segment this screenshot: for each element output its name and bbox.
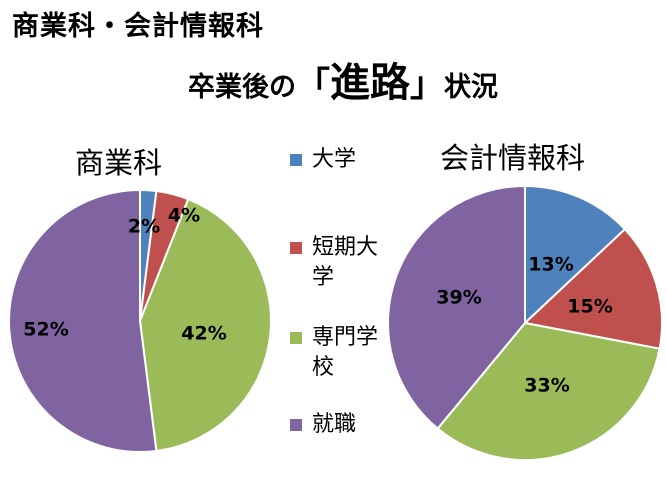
legend-label-shushoku: 就職 <box>312 412 357 437</box>
legend-label-senmon-gakko: 専門学校 <box>312 325 379 380</box>
legend-swatch-shushoku <box>290 419 302 431</box>
sub-title: 卒業後の「進路」状況 <box>188 50 498 108</box>
data-label-shogyo-tanki-daigaku: 4% <box>168 205 200 227</box>
data-label-kaikei-senmon-gakko: 33% <box>524 375 569 397</box>
pie-slice-kaikei-tanki-daigaku <box>522 227 663 350</box>
data-label-kaikei-shushoku: 39% <box>436 287 481 309</box>
data-label-shogyo-shushoku: 52% <box>23 319 68 341</box>
data-label-kaikei-tanki-daigaku: 15% <box>567 296 612 318</box>
pie-slice-kaikei-senmon-gakko <box>436 321 661 461</box>
pie-slice-kaikei-shushoku <box>387 184 526 430</box>
close-bracket: 」 <box>410 65 444 105</box>
legend-label-daigaku: 大学 <box>312 147 357 172</box>
pie-slice-kaikei-daigaku <box>524 184 627 326</box>
sub-title-emphasis: 進路 <box>330 60 410 106</box>
open-bracket: 「 <box>296 65 330 105</box>
sub-title-prefix: 卒業後の <box>188 72 296 103</box>
data-label-kaikei-daigaku: 13% <box>528 254 573 276</box>
legend-swatch-senmon-gakko <box>290 332 302 344</box>
chart-title-shogyo: 商業科 <box>75 146 163 180</box>
pie-slice-shogyo-senmon-gakko <box>138 197 272 453</box>
main-title: 商業科・会計情報科 <box>12 11 264 42</box>
legend-swatch-daigaku <box>290 154 302 166</box>
legend-swatch-tanki-daigaku <box>290 242 302 254</box>
data-label-shogyo-daigaku: 2% <box>128 216 160 238</box>
sub-title-suffix: 状況 <box>444 72 498 103</box>
chart-title-kaikei: 会計情報科 <box>440 141 586 175</box>
legend-label-tanki-daigaku: 短期大学 <box>312 235 379 290</box>
data-label-shogyo-senmon-gakko: 42% <box>181 323 226 345</box>
pie-slice-shogyo-shushoku <box>8 188 158 453</box>
